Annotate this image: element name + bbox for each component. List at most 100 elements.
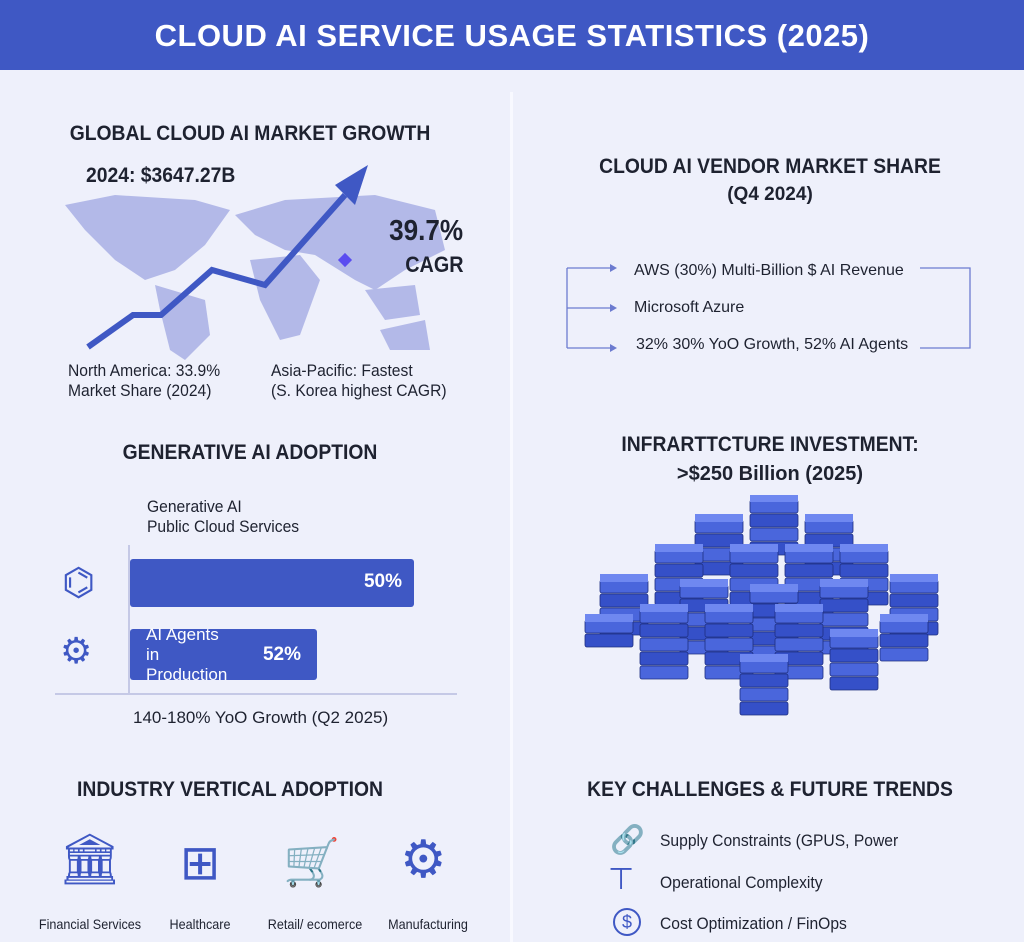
vendor-brackets: [566, 264, 971, 352]
server-unit: [729, 563, 779, 578]
cagr-label: CAGR: [405, 252, 464, 277]
server-top: [820, 579, 868, 587]
dollar-icon: $: [613, 908, 641, 936]
server-unit: [599, 593, 649, 608]
bar-baseline: [55, 693, 457, 695]
cart-icon: 🛒: [283, 836, 341, 888]
infra-heading: INFRARTTCTURE INVESTMENT:: [621, 433, 919, 456]
robot-arm-icon: ⚙: [60, 630, 93, 671]
server-top: [585, 614, 633, 622]
ai-agents-value: 52%: [262, 643, 301, 665]
brain-icon: ⌬: [62, 562, 96, 604]
server-unit: [829, 662, 879, 677]
server-unit: [639, 665, 689, 680]
world-map: [65, 195, 445, 360]
apac-line1: Asia-Pacific: Fastest: [271, 361, 413, 380]
genai-bar-value: 50%: [363, 571, 402, 592]
server-unit: [639, 637, 689, 652]
page-title: CLOUD AI SERVICE USAGE STATISTICS (2025): [0, 0, 1024, 70]
market-value: 2024: $3647.27B: [86, 164, 236, 187]
server-unit: [819, 612, 869, 627]
bar1-title-line1: Generative AI: [147, 497, 242, 516]
server-top: [880, 614, 928, 622]
vendor-heading: CLOUD AI VENDOR MARKET SHARE: [599, 155, 941, 178]
medical-icon: ⊞: [180, 837, 221, 890]
gears-icon: ⚙: [400, 831, 447, 889]
server-unit: [889, 593, 939, 608]
industry-financial: Financial Services: [38, 916, 142, 932]
server-unit: [749, 527, 799, 542]
industry-manufacturing: Manufacturing: [388, 916, 468, 932]
server-unit: [739, 701, 789, 716]
growth-arrow-head: [335, 165, 368, 205]
ai-agents-line2: in Production: [146, 644, 228, 684]
bank-icon: 🏛: [58, 831, 122, 887]
bar1-title-line2: Public Cloud Services: [147, 517, 300, 536]
server-unit: [879, 647, 929, 662]
server-top: [775, 604, 823, 612]
server-unit: [774, 623, 824, 638]
north-america-line1: North America: 33.9%: [68, 361, 221, 380]
server-unit: [694, 533, 744, 548]
server-unit: [839, 563, 889, 578]
server-top: [695, 514, 743, 522]
column-divider: [510, 92, 513, 942]
server-unit: [654, 563, 704, 578]
server-top: [840, 544, 888, 552]
server-top: [740, 654, 788, 662]
server-unit: [829, 648, 879, 663]
industry-healthcare: Healthcare: [169, 916, 231, 932]
vendor-subheading: (Q4 2024): [727, 184, 813, 205]
server-unit: [739, 687, 789, 702]
server-top: [655, 544, 703, 552]
server-top: [640, 604, 688, 612]
org-chart-icon: ⊤: [608, 863, 635, 896]
apac-marker: [337, 252, 353, 268]
server-rack-illustration: [584, 495, 939, 716]
server-unit: [584, 633, 634, 648]
challenge-cost: Cost Optimization / FinOps: [660, 914, 847, 933]
server-top: [785, 544, 833, 552]
server-top: [600, 574, 648, 582]
server-unit: [879, 633, 929, 648]
challenges-heading: KEY CHALLENGES & FUTURE TRENDS: [587, 778, 953, 801]
server-unit: [704, 637, 754, 652]
vendor-item-aws: AWS (30%) Multi-Billion $ AI Revenue: [634, 262, 904, 279]
bar1-title: Generative AI Public Cloud Services: [147, 497, 299, 537]
server-top: [750, 495, 798, 502]
server-unit: [829, 676, 879, 691]
ai-agents-bar: AI Agents in Production 52%: [130, 625, 317, 684]
cagr-value: 39.7%: [389, 215, 464, 247]
industry-heading: INDUSTRY VERTICAL ADOPTION: [77, 778, 383, 801]
server-unit: [639, 651, 689, 666]
server-top: [730, 544, 778, 552]
server-top: [680, 579, 728, 587]
infra-amount: >$250 Billion (2025): [676, 463, 864, 485]
server-top: [830, 629, 878, 637]
server-unit: [749, 513, 799, 528]
server-unit: [639, 623, 689, 638]
server-unit: [704, 623, 754, 638]
server-unit: [819, 598, 869, 613]
server-unit: [774, 637, 824, 652]
apac-text: Asia-Pacific: Fastest (S. Korea highest C…: [271, 361, 447, 401]
vendor-item-azure: Microsoft Azure: [634, 299, 745, 316]
genai-bar: 50%: [130, 559, 414, 607]
north-america-line2: Market Share (2024): [68, 381, 212, 400]
market-growth-heading: GLOBAL CLOUD AI MARKET GROWTH: [69, 122, 431, 145]
vendor-item-growth: 32% 30% YoO Growth, 52% AI Agents: [636, 336, 909, 353]
server-unit: [739, 673, 789, 688]
server-top: [805, 514, 853, 522]
industry-retail: Retail/ ecomerce: [267, 916, 363, 932]
server-unit: [784, 563, 834, 578]
server-top: [750, 584, 798, 592]
apac-line2: (S. Korea highest CAGR): [271, 381, 447, 400]
chain-link-icon: 🔗: [610, 824, 645, 855]
genai-footer: 140-180% YoO Growth (Q2 2025): [133, 708, 389, 727]
growth-line: [86, 193, 348, 350]
ai-agents-line1: AI Agents: [146, 624, 219, 644]
challenge-supply: Supply Constraints (GPUS, Power: [660, 831, 899, 850]
server-top: [705, 604, 753, 612]
bar-axis: [128, 545, 130, 695]
north-america-text: North America: 33.9% Market Share (2024): [68, 361, 220, 401]
